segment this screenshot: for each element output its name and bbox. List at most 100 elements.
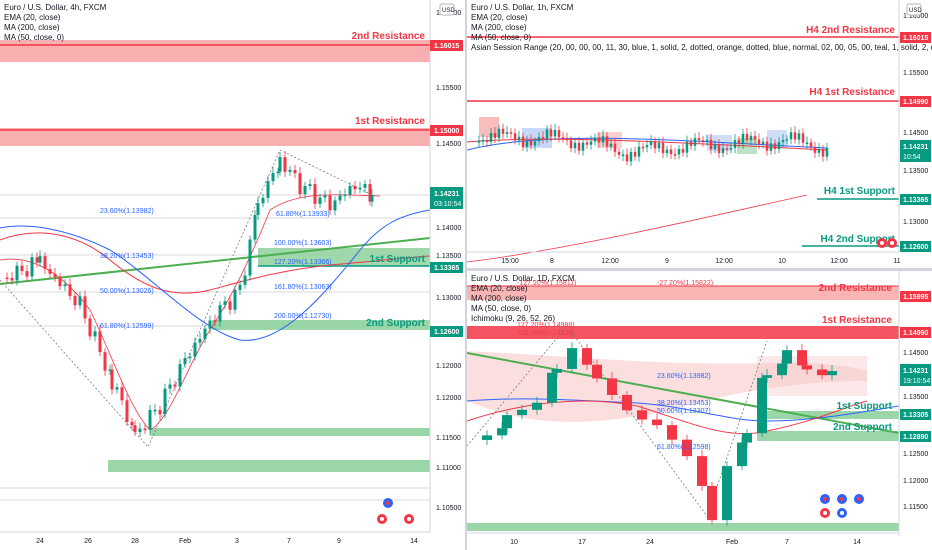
candle (293, 169, 297, 174)
candle (481, 139, 485, 142)
panel-divider-horizontal[interactable] (467, 268, 932, 271)
legend-ema[interactable]: EMA (20, close) (4, 13, 61, 22)
candle (98, 331, 102, 353)
currency-badge[interactable] (439, 3, 455, 16)
chart-1h-canvas[interactable]: H4 2nd Resistance H4 1st Resistance H4 1… (467, 0, 932, 268)
price-tick: 1.10500 (436, 505, 461, 512)
candle (213, 320, 217, 323)
zone-label-1st-support: 1st Support (369, 254, 425, 265)
candle (43, 256, 47, 269)
candle (641, 146, 645, 149)
price-tick: 1.13000 (903, 219, 928, 226)
candle (652, 419, 662, 426)
legend-1h[interactable]: Euro / U.S. Dollar, 1h, FXCM EMA (20, cl… (471, 3, 932, 53)
legend-ema[interactable]: EMA (20, close) (471, 13, 528, 22)
candle (629, 151, 633, 162)
usd-icon: USD (442, 8, 455, 14)
candle (5, 277, 9, 280)
candle (601, 136, 605, 143)
panel-4h[interactable]: 23.60%(1.13982) 38.20%(1.13453) 50.00%(1… (0, 0, 465, 550)
time-tick: 14 (410, 538, 418, 545)
time-tick: Feb (726, 539, 738, 546)
candle (278, 157, 282, 172)
chart-4h-canvas[interactable]: 23.60%(1.13982) 38.20%(1.13453) 50.00%(1… (0, 0, 465, 550)
candle (753, 135, 757, 140)
legend-4h[interactable]: Euro / U.S. Dollar, 4h, FXCM EMA (20, cl… (4, 3, 106, 43)
legend-symbol[interactable]: Euro / U.S. Dollar, 4h, FXCM (4, 3, 107, 12)
candle (707, 485, 717, 521)
legend-1d[interactable]: Euro / U.S. Dollar, 1D, FXCM EMA (20, cl… (471, 274, 575, 324)
candle (793, 132, 797, 140)
fib-label: 200.00%(1.12730) (274, 313, 332, 320)
fib-label: 50.00%(1.13026) (100, 288, 154, 295)
candle (677, 149, 681, 155)
currency-badge[interactable] (906, 3, 922, 16)
candle (318, 197, 322, 204)
legend-ma50[interactable]: MA (50, close, 0) (471, 304, 532, 313)
legend-asian-session[interactable]: Asian Session Range (20, 00, 00, 00, 11,… (471, 43, 932, 52)
candle (298, 173, 302, 195)
candle (693, 138, 697, 146)
candle (817, 369, 827, 376)
candle (505, 132, 509, 134)
legend-ma50[interactable]: MA (50, close, 0) (4, 33, 65, 42)
panel-divider-vertical[interactable] (465, 0, 467, 550)
legend-symbol[interactable]: Euro / U.S. Dollar, 1D, FXCM (471, 274, 575, 283)
legend-symbol[interactable]: Euro / U.S. Dollar, 1h, FXCM (471, 3, 574, 12)
time-tick: 9 (337, 538, 341, 545)
candle (669, 149, 673, 155)
candle (133, 425, 137, 432)
candle (363, 184, 367, 188)
price-tick: 1.16500 (903, 13, 928, 20)
candle (561, 137, 565, 139)
candle (288, 169, 292, 172)
candle (597, 137, 601, 143)
fib-label: -27.20%(1.15822) (657, 280, 713, 287)
candle (501, 128, 505, 134)
candle (685, 141, 689, 153)
time-tick: 10 (510, 539, 518, 546)
candle (827, 371, 837, 376)
price-label-1st-resistance: 1.15000 (434, 128, 459, 135)
candle (565, 138, 569, 141)
price-tick: 1.14500 (436, 141, 461, 148)
time-tick: 7 (785, 539, 789, 546)
candle (757, 139, 761, 145)
chart-1d-canvas[interactable]: -127.20%(1.15811) -27.20%(1.15822) 127.2… (467, 271, 932, 550)
candle (368, 184, 372, 202)
candle (609, 143, 613, 147)
candle (817, 148, 821, 153)
candle (665, 149, 669, 154)
zone-label-h4-1st-support: H4 1st Support (824, 186, 896, 197)
time-tick: 7 (287, 538, 291, 545)
candle (313, 184, 317, 204)
legend-ma200[interactable]: MA (200, close) (471, 23, 527, 32)
candle (721, 148, 725, 154)
candle (223, 301, 227, 306)
candle (158, 409, 162, 415)
legend-ma200[interactable]: MA (200, close) (471, 294, 527, 303)
legend-ma50[interactable]: MA (50, close, 0) (471, 33, 532, 42)
candle (745, 133, 749, 141)
candle (709, 139, 713, 150)
candle (348, 185, 352, 195)
price-label-h4-1st-support: 1.13365 (903, 197, 928, 204)
candle (769, 143, 773, 151)
candle (183, 358, 187, 365)
panel-1h[interactable]: H4 2nd Resistance H4 1st Resistance H4 1… (467, 0, 932, 268)
legend-ichimoku[interactable]: Ichimoku (9, 26, 52, 26) (471, 314, 556, 323)
candle (525, 140, 529, 147)
time-tick: 12:00 (601, 258, 619, 265)
candle (198, 339, 202, 343)
bar-countdown: 03:10:54 (434, 201, 461, 208)
legend-ema[interactable]: EMA (20, close) (471, 284, 528, 293)
time-tick: 15:00 (501, 258, 519, 265)
panel-1d[interactable]: -127.20%(1.15811) -27.20%(1.15822) 127.2… (467, 271, 932, 550)
candle (93, 331, 97, 337)
candle (358, 187, 362, 190)
price-label-1st-support: 1.13305 (903, 412, 928, 419)
time-tick: 12:00 (715, 258, 733, 265)
candle (741, 133, 745, 144)
legend-ma200[interactable]: MA (200, close) (4, 23, 60, 32)
usd-icon: USD (909, 8, 922, 14)
